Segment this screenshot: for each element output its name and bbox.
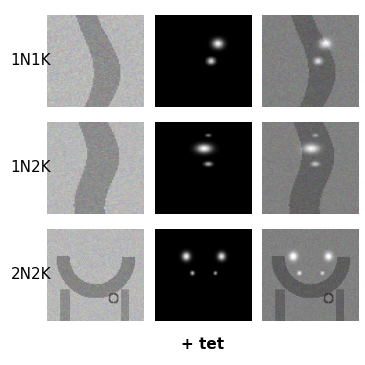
Text: 1N2K: 1N2K	[11, 160, 51, 176]
Text: 2N2K: 2N2K	[11, 268, 51, 283]
Text: 1N1K: 1N1K	[11, 53, 51, 68]
Text: + tet: + tet	[181, 337, 224, 353]
